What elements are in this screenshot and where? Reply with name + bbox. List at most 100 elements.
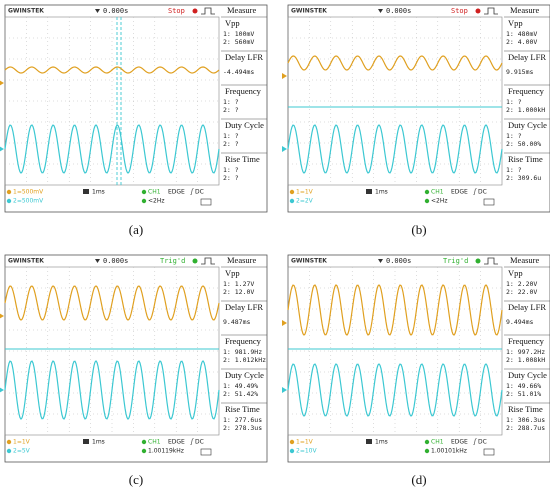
status-dot (476, 9, 481, 14)
timebase: 1ms (92, 439, 105, 446)
measure-name: Rise Time (225, 154, 260, 164)
trig-type: EDGE (451, 189, 468, 196)
measure-value: 2: 560mV (223, 38, 254, 46)
measure-name: Rise Time (225, 404, 260, 414)
trig-type: EDGE (168, 439, 185, 446)
ch2-badge (7, 199, 11, 203)
trig-source: CH1 (148, 189, 161, 196)
trig-source: CH1 (431, 439, 444, 446)
measure-value: 9.487ms (223, 318, 250, 326)
measure-name: Duty Cycle (225, 370, 264, 380)
trig-badge (142, 440, 146, 444)
measure-value: 1: 277.6us (223, 416, 262, 424)
ch2-scale: 2=10V (296, 448, 317, 455)
ch2-marker (0, 146, 4, 152)
measure-value: 2: 51.42% (223, 390, 258, 398)
freq-badge (142, 199, 146, 203)
brand: GWINSTEK (8, 258, 44, 265)
brand: GWINSTEK (291, 258, 327, 265)
ch1-scale: 1=1V (296, 439, 314, 446)
measure-value: 2: 1.008kH (506, 356, 545, 364)
measure-value: 2: 278.3us (223, 424, 262, 432)
measure-value: 1: ? (223, 132, 239, 140)
panel-label: (b) (411, 222, 426, 237)
ch2-marker (0, 387, 4, 393)
run-status: Stop (451, 7, 468, 15)
trig-frequency: 1.00119kHz (148, 448, 184, 455)
run-status: Stop (168, 7, 185, 15)
measure-name: Delay LFR (225, 302, 263, 312)
ch1-badge (7, 190, 11, 194)
ch2-marker (282, 387, 287, 393)
ch1-scale: 1=1V (296, 189, 314, 196)
trig-frequency: <2Hz (148, 198, 165, 205)
measure-value: 2: 4.00V (506, 38, 537, 46)
ch1-marker (282, 73, 287, 79)
trig-type: EDGE (168, 189, 185, 196)
timebase-icon (366, 439, 372, 444)
trig-frequency: 1.00101kHz (431, 448, 467, 455)
measure-name: Vpp (508, 18, 523, 28)
measure-value: 1: 480mV (506, 30, 537, 38)
measure-name: Frequency (508, 86, 545, 96)
trig-source: CH1 (431, 189, 444, 196)
measure-value: 1: ? (506, 166, 522, 174)
trig-frequency: <2Hz (431, 198, 448, 205)
measure-value: 1: 1.27V (223, 280, 254, 288)
measure-name: Delay LFR (225, 52, 263, 62)
measure-value: 2: 50.00% (506, 140, 541, 148)
coupling: DC (195, 189, 204, 196)
measure-name: Duty Cycle (225, 120, 264, 130)
measure-title: Measure (510, 5, 539, 15)
ch2-badge (7, 449, 11, 453)
measure-name: Duty Cycle (508, 370, 547, 380)
measure-value: 1: ? (223, 166, 239, 174)
measure-value: 2: ? (223, 106, 239, 114)
ch2-badge (290, 199, 294, 203)
time-offset: 0.000s (386, 7, 411, 15)
measure-value: 1: 49.66% (506, 382, 541, 390)
measure-value: 1: 2.20V (506, 280, 537, 288)
measure-title: Measure (510, 255, 539, 265)
ch1-badge (7, 440, 11, 444)
trig-source: CH1 (148, 439, 161, 446)
measure-value: 2: 22.0V (506, 288, 537, 296)
measure-value: 9.915ms (506, 68, 533, 76)
status-dot (476, 259, 481, 264)
measure-name: Rise Time (508, 404, 543, 414)
measure-value: 1: 100mV (223, 30, 254, 38)
measure-name: Duty Cycle (508, 120, 547, 130)
coupling: DC (478, 439, 487, 446)
ch2-marker (282, 146, 287, 152)
ch2-scale: 2=2V (296, 198, 314, 205)
timebase: 1ms (375, 439, 388, 446)
measure-value: 1: ? (223, 98, 239, 106)
measure-value: -4.494ms (223, 68, 254, 76)
brand: GWINSTEK (8, 8, 44, 15)
measure-value: 2: 51.01% (506, 390, 541, 398)
measure-name: Vpp (508, 268, 523, 278)
measure-name: Frequency (508, 336, 545, 346)
status-dot (193, 9, 198, 14)
coupling: DC (478, 189, 487, 196)
measure-value: 2: 1.012kHz (223, 356, 266, 364)
measure-name: Delay LFR (508, 302, 546, 312)
measure-value: 2: 309.6u (506, 174, 541, 182)
measure-value: 2: ? (223, 140, 239, 148)
timebase: 1ms (375, 189, 388, 196)
time-offset: 0.000s (386, 257, 411, 265)
freq-badge (425, 199, 429, 203)
ch2-scale: 2=5V (13, 448, 31, 455)
measure-value: 2: 288.7us (506, 424, 545, 432)
measure-name: Frequency (225, 336, 262, 346)
ch1-marker (0, 80, 4, 86)
run-status: Trig'd (443, 257, 468, 265)
measure-name: Frequency (225, 86, 262, 96)
measure-name: Vpp (225, 268, 240, 278)
ch2-scale: 2=500mV (13, 198, 44, 205)
time-offset: 0.000s (103, 257, 128, 265)
panel-label: (c) (129, 472, 143, 487)
run-status: Trig'd (160, 257, 185, 265)
